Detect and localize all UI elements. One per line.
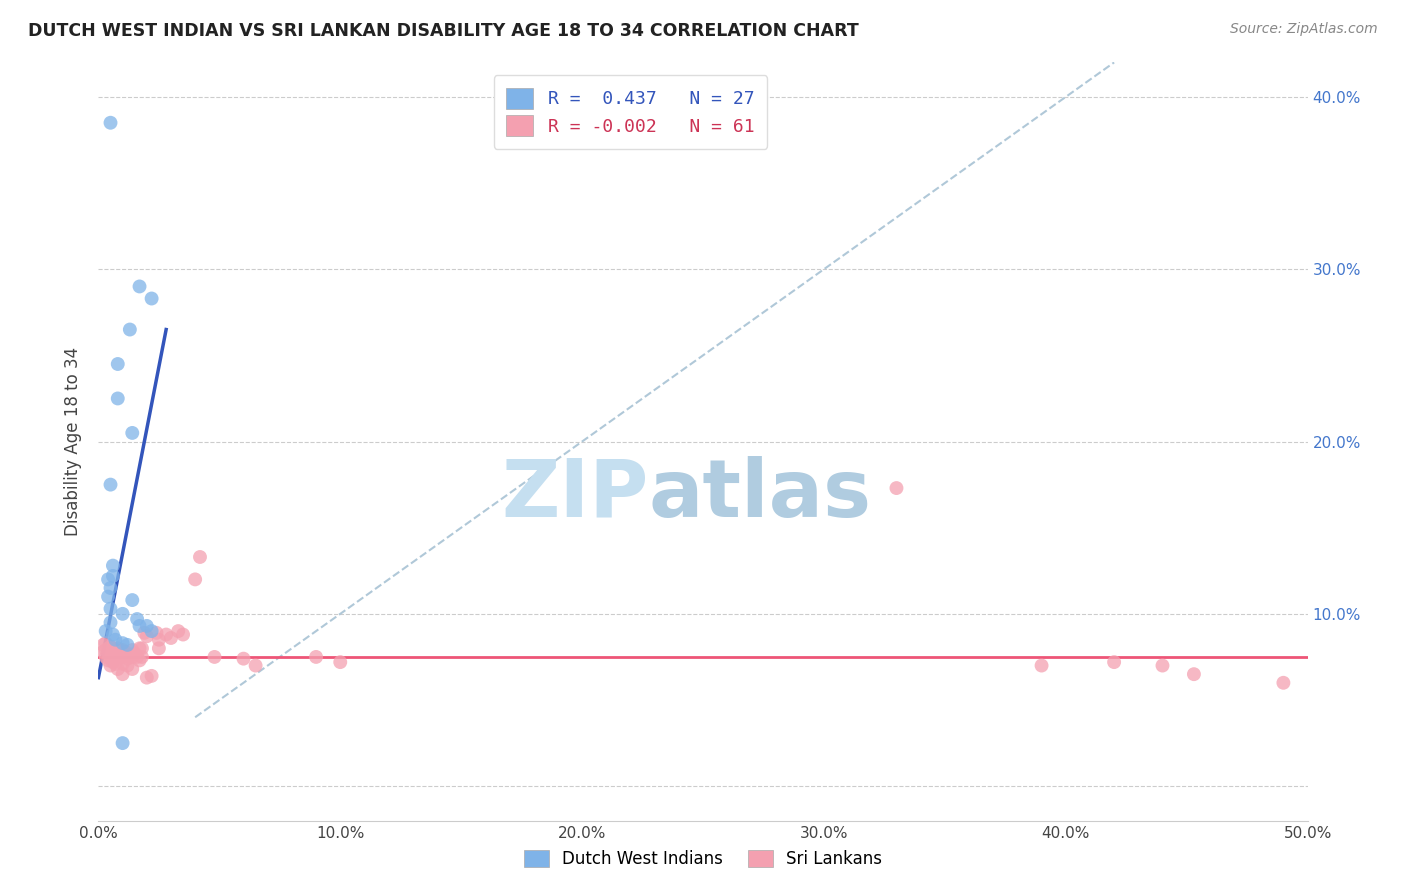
Point bbox=[128, 641, 150, 656]
Point bbox=[111, 636, 134, 650]
Point bbox=[104, 643, 127, 657]
Point bbox=[127, 649, 149, 664]
Point bbox=[97, 573, 120, 587]
Point bbox=[128, 279, 150, 293]
Point bbox=[118, 648, 141, 663]
Point bbox=[104, 649, 127, 664]
Point bbox=[97, 590, 120, 604]
Point bbox=[134, 625, 156, 640]
Point bbox=[204, 649, 226, 664]
Point bbox=[111, 607, 134, 621]
Point bbox=[141, 669, 163, 683]
Point bbox=[101, 648, 124, 663]
Point bbox=[97, 647, 120, 661]
Point bbox=[101, 558, 124, 573]
Point bbox=[160, 631, 183, 645]
Point bbox=[97, 653, 120, 667]
Point bbox=[121, 649, 143, 664]
Point bbox=[91, 645, 114, 659]
Point bbox=[101, 627, 124, 641]
Text: ZIP: ZIP bbox=[502, 456, 648, 533]
Point bbox=[128, 653, 150, 667]
Point bbox=[111, 667, 134, 681]
Point bbox=[100, 116, 122, 130]
Point bbox=[305, 649, 328, 664]
Point bbox=[155, 627, 177, 641]
Point bbox=[100, 477, 122, 491]
Text: DUTCH WEST INDIAN VS SRI LANKAN DISABILITY AGE 18 TO 34 CORRELATION CHART: DUTCH WEST INDIAN VS SRI LANKAN DISABILI… bbox=[28, 22, 859, 40]
Point bbox=[107, 357, 129, 371]
Point bbox=[329, 655, 352, 669]
Point bbox=[94, 624, 117, 639]
Point bbox=[124, 647, 146, 661]
Text: Source: ZipAtlas.com: Source: ZipAtlas.com bbox=[1230, 22, 1378, 37]
Point bbox=[131, 641, 153, 656]
Point bbox=[148, 641, 170, 656]
Point bbox=[232, 651, 254, 665]
Point bbox=[101, 569, 124, 583]
Point bbox=[121, 425, 143, 440]
Point bbox=[104, 657, 127, 671]
Point bbox=[172, 627, 194, 641]
Point bbox=[184, 573, 207, 587]
Point bbox=[100, 581, 122, 595]
Point bbox=[135, 671, 157, 685]
Point bbox=[100, 615, 122, 630]
Point bbox=[1272, 675, 1295, 690]
Point bbox=[104, 632, 127, 647]
Point bbox=[121, 643, 143, 657]
Point bbox=[111, 736, 134, 750]
Point bbox=[145, 625, 167, 640]
Point bbox=[117, 658, 139, 673]
Point bbox=[148, 632, 170, 647]
Point bbox=[100, 601, 122, 615]
Point bbox=[111, 649, 134, 664]
Point bbox=[135, 629, 157, 643]
Point bbox=[94, 643, 117, 657]
Point bbox=[131, 649, 153, 664]
Text: atlas: atlas bbox=[648, 456, 872, 533]
Point bbox=[100, 651, 122, 665]
Point bbox=[94, 636, 117, 650]
Point bbox=[188, 549, 211, 564]
Point bbox=[107, 649, 129, 664]
Point bbox=[114, 645, 136, 659]
Legend: R =  0.437   N = 27, R = -0.002   N = 61: R = 0.437 N = 27, R = -0.002 N = 61 bbox=[494, 75, 768, 149]
Point bbox=[141, 292, 163, 306]
Point bbox=[111, 657, 134, 671]
Point bbox=[1102, 655, 1125, 669]
Point bbox=[117, 651, 139, 665]
Point bbox=[94, 649, 117, 664]
Point bbox=[100, 645, 122, 659]
Point bbox=[100, 658, 122, 673]
Point bbox=[111, 643, 134, 657]
Point bbox=[107, 662, 129, 676]
Point bbox=[107, 641, 129, 656]
Point bbox=[141, 624, 163, 639]
Point bbox=[1152, 658, 1174, 673]
Point bbox=[128, 619, 150, 633]
Point bbox=[886, 481, 908, 495]
Point bbox=[97, 641, 120, 656]
Point bbox=[135, 619, 157, 633]
Point bbox=[245, 658, 267, 673]
Point bbox=[167, 624, 190, 639]
Point bbox=[101, 655, 124, 669]
Point bbox=[91, 638, 114, 652]
Point bbox=[121, 593, 143, 607]
Point bbox=[107, 392, 129, 406]
Y-axis label: Disability Age 18 to 34: Disability Age 18 to 34 bbox=[65, 347, 83, 536]
Point bbox=[1182, 667, 1205, 681]
Point bbox=[121, 662, 143, 676]
Point bbox=[117, 638, 139, 652]
Point bbox=[108, 648, 131, 663]
Point bbox=[118, 322, 141, 336]
Point bbox=[101, 641, 124, 656]
Point bbox=[1031, 658, 1053, 673]
Point bbox=[127, 612, 149, 626]
Legend: Dutch West Indians, Sri Lankans: Dutch West Indians, Sri Lankans bbox=[517, 843, 889, 875]
Point bbox=[100, 640, 122, 654]
